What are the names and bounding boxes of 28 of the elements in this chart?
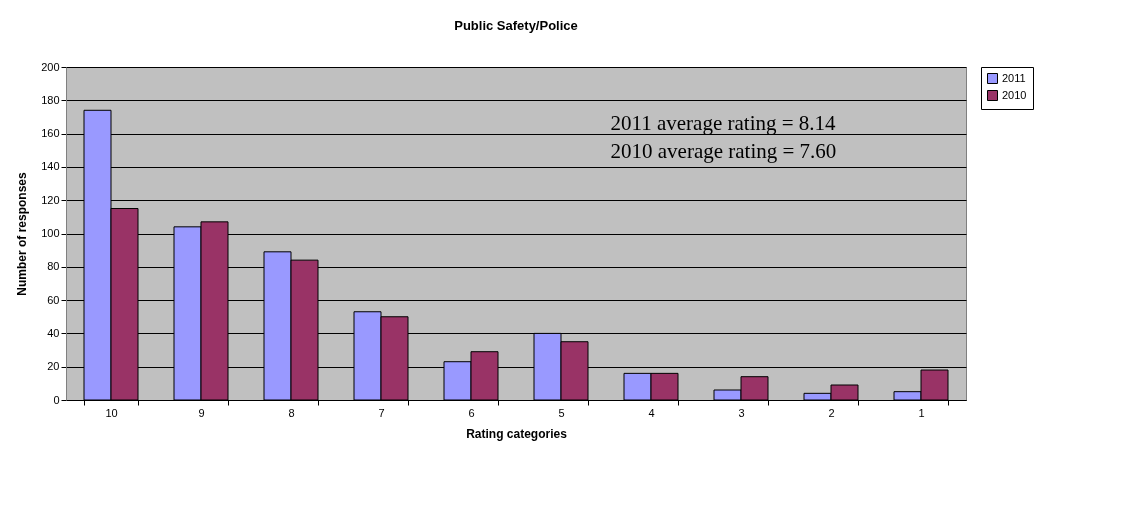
x-tick-label: 7 [378, 406, 385, 419]
y-tick-label: 180 [41, 93, 60, 106]
y-tick-label: 140 [41, 160, 60, 173]
y-tick-label: 40 [47, 326, 60, 339]
legend-label: 2011 [1002, 71, 1026, 84]
legend-label: 2010 [1002, 88, 1027, 101]
y-tick-label: 80 [47, 260, 60, 273]
x-tick-label: 8 [288, 406, 295, 419]
y-tick-label: 200 [41, 60, 60, 73]
x-tick-label: 5 [558, 406, 565, 419]
y-tick-label: 0 [53, 393, 60, 406]
x-tick-label: 10 [105, 406, 118, 419]
x-tick-label: 1 [918, 406, 925, 419]
x-tick-label: 2 [828, 406, 835, 419]
x-tick-label: 3 [738, 406, 745, 419]
annotation: 2011 average rating = 8.14 [610, 110, 837, 135]
y-tick-label: 60 [47, 293, 60, 306]
x-axis-title: Rating categories [466, 426, 568, 441]
y-tick-label: 100 [41, 227, 60, 239]
x-tick-label: 4 [648, 406, 655, 419]
x-tick-label: 6 [468, 406, 475, 419]
y-tick-label: 20 [47, 360, 60, 373]
y-tick-label: 120 [41, 193, 60, 206]
y-axis-title: Number of responses [15, 172, 30, 296]
y-tick-label: 160 [41, 127, 60, 140]
annotation: 2010 average rating = 7.60 [610, 138, 837, 163]
chart-title: Public Safety/Police [454, 18, 578, 33]
x-tick-label: 9 [198, 406, 205, 419]
